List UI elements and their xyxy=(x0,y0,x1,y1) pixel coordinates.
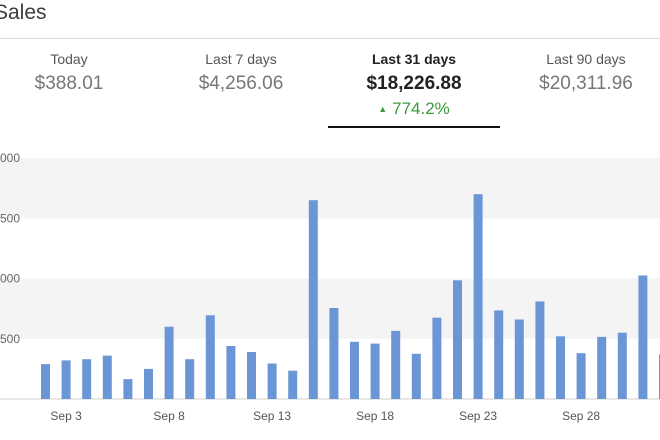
bar-sep-18[interactable] xyxy=(370,343,380,399)
bar-sep-17[interactable] xyxy=(350,341,359,399)
period-value: $388.01 xyxy=(34,73,104,94)
bar-sep-25[interactable] xyxy=(514,319,524,400)
change-indicator: ▲ 774.2% xyxy=(354,99,474,121)
bar-sep-4[interactable] xyxy=(82,359,92,399)
bar-sep-21[interactable] xyxy=(432,317,442,399)
period-label: Today xyxy=(50,51,88,67)
header-divider xyxy=(0,38,660,39)
bar-sep-22[interactable] xyxy=(453,280,462,399)
y-tick-label: 2,000 xyxy=(0,151,20,165)
period-last-7-days[interactable]: Last 7 days $4,256.06 xyxy=(191,50,291,96)
bar-sep-15[interactable] xyxy=(308,200,318,399)
y-tick-label: 1,000 xyxy=(0,272,20,286)
up-triangle-icon: ▲ xyxy=(378,104,388,114)
bar-sep-27[interactable] xyxy=(556,336,565,399)
change-value: 774.2% xyxy=(392,99,450,118)
bar-sep-12[interactable] xyxy=(247,352,256,399)
x-tick-label: Sep 23 xyxy=(459,409,497,423)
period-value: $18,226.88 xyxy=(366,73,462,94)
x-tick-label: Sep 8 xyxy=(153,409,185,423)
period-last-31-days[interactable]: Last 31 days $18,226.88 ▲ 774.2% xyxy=(354,50,474,121)
bar-sep-11[interactable] xyxy=(226,346,236,399)
bar-sep-8[interactable] xyxy=(164,326,174,399)
period-label: Last 7 days xyxy=(205,51,277,67)
bar-sep-5[interactable] xyxy=(102,355,112,399)
bar-sep-9[interactable] xyxy=(185,359,195,399)
period-last-90-days[interactable]: Last 90 days $20,311.96 xyxy=(533,50,639,96)
grid-band xyxy=(0,158,660,219)
active-period-underline xyxy=(328,126,500,128)
bar-sep-29[interactable] xyxy=(597,336,607,399)
bar-sep-3[interactable] xyxy=(61,360,71,399)
bar-sep-19[interactable] xyxy=(391,330,401,399)
x-tick-label: Sep 3 xyxy=(50,409,82,423)
y-tick-label: 500 xyxy=(0,332,20,346)
bar-sep-20[interactable] xyxy=(411,353,421,399)
bar-sep-7[interactable] xyxy=(144,368,153,399)
bar-sep-23[interactable] xyxy=(473,194,483,399)
bar-sep-16[interactable] xyxy=(329,308,339,399)
sales-bar-chart: 2,000 1,500 1,000 500 Sep 3 Sep 8 Sep 13 Sep 1… xyxy=(0,151,660,423)
bar-sep-13[interactable] xyxy=(267,363,277,400)
bar-oct-1[interactable] xyxy=(638,275,648,400)
bar-sep-28[interactable] xyxy=(576,353,586,399)
x-tick-label: Sep 28 xyxy=(562,409,600,423)
bar-sep-30[interactable] xyxy=(617,332,627,399)
y-tick-label: 1,500 xyxy=(0,211,20,225)
bar-sep-26[interactable] xyxy=(535,301,545,399)
bar-sep-14[interactable] xyxy=(288,370,298,399)
bar-sep-6[interactable] xyxy=(123,379,133,399)
period-label: Last 90 days xyxy=(546,51,626,67)
x-tick-label: Sep 13 xyxy=(253,409,291,423)
period-today[interactable]: Today $388.01 xyxy=(33,50,105,96)
period-label: Last 31 days xyxy=(371,51,457,67)
bar-sep-24[interactable] xyxy=(494,310,504,399)
period-value: $20,311.96 xyxy=(539,73,633,94)
x-tick-label: Sep 18 xyxy=(356,409,394,423)
bar-sep-2[interactable] xyxy=(41,364,50,399)
period-value: $4,256.06 xyxy=(198,73,284,94)
bar-sep-10[interactable] xyxy=(205,315,215,399)
page-title: Sales xyxy=(0,1,47,24)
